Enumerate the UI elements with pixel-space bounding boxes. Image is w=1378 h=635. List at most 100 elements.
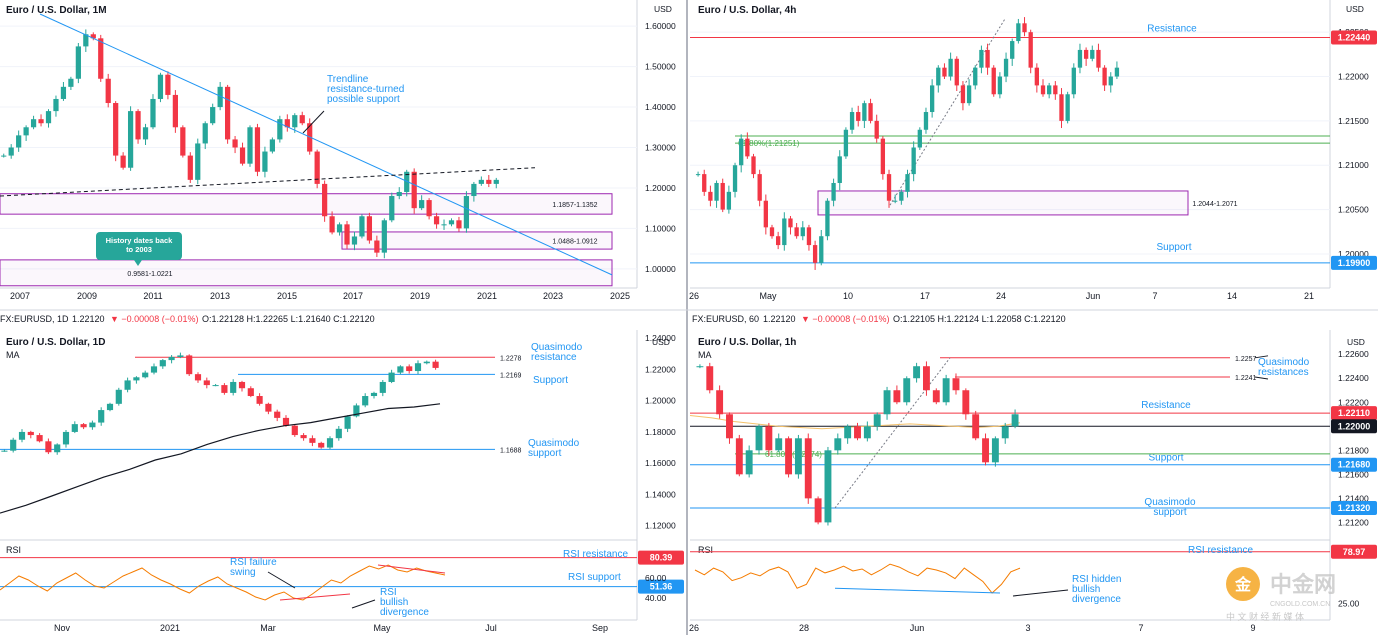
daily-candle — [80, 424, 87, 428]
monthly-x-tick: 2023 — [543, 291, 563, 301]
monthly-x-tick: 2015 — [277, 291, 297, 301]
h1-candle — [991, 438, 999, 463]
h1-candle — [903, 378, 911, 403]
h1-currency: USD — [1347, 337, 1365, 347]
h4-candle — [917, 129, 922, 148]
h4-y-tick: 1.21000 — [1338, 160, 1369, 170]
daily-qm-support-label: Quasimodo support — [528, 438, 580, 459]
daily-candle — [54, 444, 61, 453]
monthly-candle — [374, 240, 380, 253]
h4-candle — [702, 174, 707, 192]
h1-x-tick: 7 — [1138, 623, 1143, 633]
h1-qm-support-price: 1.21320 — [1338, 503, 1371, 513]
h4-candle — [886, 174, 892, 201]
h4-candle — [769, 227, 775, 237]
h1-candle — [962, 390, 970, 415]
h4-x-tick: 21 — [1304, 291, 1314, 301]
daily-candle — [221, 385, 228, 393]
monthly-currency: USD — [654, 4, 672, 14]
h4-x-tick: 24 — [996, 291, 1006, 301]
watermark-logo — [1226, 567, 1260, 601]
daily-indicator: MA — [6, 350, 20, 360]
rsi-daily-y-tick: 40.00 — [645, 593, 667, 603]
daily-candle — [27, 431, 34, 436]
h1-candle — [942, 378, 950, 403]
h4-resistance-price-bg — [1331, 30, 1377, 45]
h1-x-tick: Jun — [910, 623, 925, 633]
daily-level-value: 1.2169 — [500, 372, 522, 379]
monthly-candle — [404, 171, 410, 192]
rsi-daily-failure-note: RSI failure swing — [230, 557, 277, 578]
h4-candle — [1022, 23, 1027, 33]
h4-y-tick: 1.21500 — [1338, 116, 1369, 126]
daily-candle — [133, 377, 140, 381]
h4-candle — [954, 58, 959, 86]
h1-info-symbol: FX:EURUSD, 60 — [692, 314, 759, 324]
h4-candle — [849, 112, 855, 130]
monthly-candle — [53, 98, 59, 112]
monthly-candle — [419, 200, 425, 209]
daily-candle — [1, 450, 8, 452]
h1-candle — [775, 438, 783, 451]
h1-fib-label: 61.80%(1.2174) — [765, 450, 822, 459]
h4-title: Euro / U.S. Dollar, 4h — [698, 5, 796, 16]
h1-indicator: MA — [698, 350, 712, 360]
h4-candle — [837, 156, 842, 183]
daily-candle — [318, 442, 325, 448]
h4-candle — [800, 227, 805, 237]
monthly-candle — [389, 196, 395, 221]
h1-candle — [982, 438, 989, 463]
monthly-candle — [478, 179, 484, 184]
h4-support-price: 1.19900 — [1338, 258, 1371, 268]
monthly-candle — [45, 111, 52, 124]
h4-candle — [979, 49, 984, 68]
daily-candle — [115, 389, 122, 404]
daily-candle — [282, 417, 290, 426]
daily-candle — [335, 428, 342, 439]
monthly-candle — [366, 216, 373, 241]
h4-y-tick: 1.20500 — [1338, 205, 1369, 215]
h4-candle — [695, 174, 701, 176]
h4-candle — [812, 245, 818, 263]
monthly-zone-label: 1.0488-1.0912 — [552, 239, 597, 246]
h1-candle — [735, 438, 743, 475]
monthly-candle — [344, 224, 350, 245]
h4-candle — [1096, 49, 1101, 68]
monthly-x-tick: 2009 — [77, 291, 97, 301]
h1-x-tick: 26 — [689, 623, 699, 633]
daily-y-tick: 1.22000 — [645, 364, 676, 374]
h4-candle — [973, 67, 978, 86]
h4-candle — [726, 191, 732, 210]
h4-x-tick: 14 — [1227, 291, 1237, 301]
monthly-candle — [165, 74, 171, 95]
daily-x-tick: Mar — [260, 623, 276, 633]
h1-candle — [922, 366, 930, 391]
monthly-title: Euro / U.S. Dollar, 1M — [6, 5, 107, 16]
daily-x-tick: Sep — [592, 623, 608, 633]
h1-x-tick: 3 — [1025, 623, 1030, 633]
rsi-h1-y-tick: 25.00 — [1338, 599, 1360, 609]
rsi-daily-bullish-arrow — [351, 599, 376, 609]
daily-candle — [194, 374, 202, 381]
daily-candle — [159, 360, 166, 367]
daily-candle — [177, 355, 184, 357]
monthly-trendline-note: Trendline resistance-turned possible suppo… — [327, 74, 404, 105]
h4-candle — [929, 85, 935, 113]
h1-qm-resistances-label: Quasimodo resistances — [1258, 357, 1310, 378]
h4-candle — [1059, 94, 1064, 121]
h1-candle — [834, 438, 842, 451]
h4-candle — [923, 112, 929, 130]
h1-support-price: 1.21680 — [1338, 460, 1371, 470]
daily-candle — [309, 438, 316, 443]
h4-candle — [751, 156, 756, 175]
h1-y-tick: 1.22600 — [1338, 349, 1369, 359]
h4-candle — [794, 227, 799, 237]
h4-candle — [831, 182, 836, 201]
rsi-h1-line — [694, 563, 1021, 594]
h4-candle — [1065, 94, 1070, 121]
daily-candle — [300, 435, 307, 439]
daily-candle — [274, 411, 281, 418]
h1-candle — [1011, 414, 1019, 427]
h4-candle — [1071, 67, 1076, 95]
h4-candle — [1003, 58, 1009, 77]
